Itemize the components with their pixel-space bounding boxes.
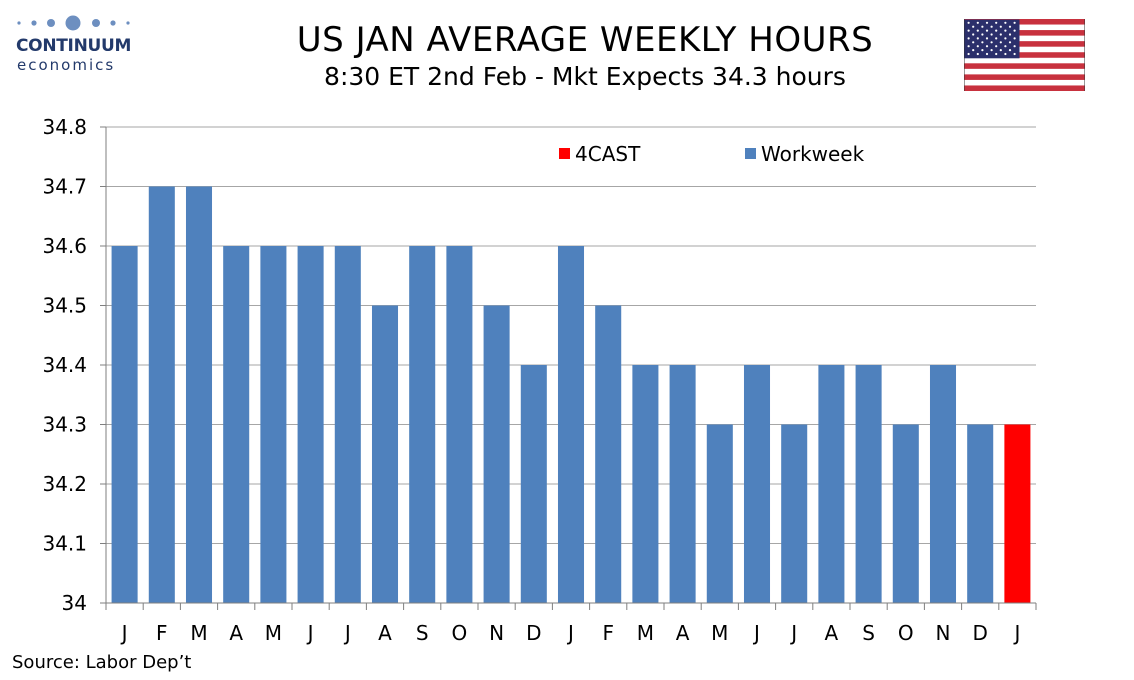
workweek-bar	[446, 246, 473, 603]
x-tick-label: J	[752, 621, 760, 645]
x-tick-label: J	[1012, 621, 1020, 645]
continuum-logo: CONTINUUM economics	[14, 14, 134, 76]
workweek-bar	[409, 246, 436, 603]
workweek-bar	[892, 424, 919, 603]
x-tick-label: M	[190, 621, 207, 645]
y-tick-label: 34.7	[42, 175, 87, 199]
x-tick-label: S	[416, 621, 429, 645]
x-tick-label: D	[972, 621, 987, 645]
x-tick-label: F	[156, 621, 168, 645]
workweek-bar	[929, 365, 957, 603]
x-tick-label: O	[452, 621, 468, 645]
x-tick-label: A	[676, 621, 690, 645]
workweek-bar	[855, 365, 882, 603]
y-tick-label: 34.8	[42, 115, 87, 139]
y-tick-label: 34.1	[42, 532, 87, 556]
legend-label: 4CAST	[575, 142, 641, 166]
x-tick-label: S	[862, 621, 875, 645]
y-tick-label: 34	[62, 591, 87, 615]
workweek-bar	[185, 186, 213, 603]
x-tick-label: J	[343, 621, 351, 645]
workweek-bar	[557, 246, 585, 603]
chart-title: US JAN AVERAGE WEEKLY HOURS	[296, 20, 874, 60]
workweek-bar	[632, 365, 659, 603]
x-tick-label: M	[265, 621, 282, 645]
x-tick-label: J	[306, 621, 314, 645]
workweek-bar	[297, 246, 324, 603]
workweek-bar	[669, 365, 696, 603]
x-tick-label: F	[602, 621, 614, 645]
x-tick-label: N	[489, 621, 504, 645]
workweek-bar	[483, 305, 510, 603]
y-tick-label: 34.4	[42, 353, 87, 377]
workweek-bar	[706, 424, 733, 603]
x-tick-label: A	[825, 621, 839, 645]
x-tick-label: M	[711, 621, 728, 645]
y-tick-label: 34.3	[42, 413, 87, 437]
y-tick-label: 34.6	[42, 234, 87, 258]
legend-label: Workweek	[761, 142, 865, 166]
legend-swatch	[745, 148, 756, 159]
workweek-bar	[520, 365, 547, 603]
workweek-bar	[595, 305, 622, 603]
x-tick-label: J	[120, 621, 128, 645]
workweek-bar	[260, 246, 287, 603]
workweek-bar	[818, 365, 845, 603]
workweek-bar	[743, 365, 771, 603]
chart-subtitle: 8:30 ET 2nd Feb - Mkt Expects 34.3 hours	[324, 62, 846, 91]
legend-swatch	[559, 148, 570, 159]
x-tick-label: D	[526, 621, 541, 645]
workweek-bar	[111, 246, 138, 603]
x-tick-label: J	[566, 621, 574, 645]
x-tick-label: O	[898, 621, 914, 645]
x-tick-label: J	[789, 621, 797, 645]
workweek-bar	[223, 246, 250, 603]
workweek-bar	[781, 424, 808, 603]
workweek-bar	[967, 424, 994, 603]
logo-dots-icon	[17, 15, 130, 31]
logo-name: CONTINUUM	[16, 36, 132, 56]
y-tick-label: 34.2	[42, 472, 87, 496]
logo-subtitle: economics	[17, 56, 116, 74]
x-tick-label: M	[637, 621, 654, 645]
workweek-bar	[334, 246, 361, 603]
workweek-bar	[371, 305, 399, 603]
y-tick-label: 34.5	[42, 294, 87, 318]
us-flag-icon	[964, 19, 1085, 91]
source-note: Source: Labor Dep’t	[12, 652, 192, 673]
forecast-bar	[1004, 424, 1031, 603]
x-tick-label: A	[229, 621, 243, 645]
workweek-bar	[148, 186, 175, 603]
x-tick-label: A	[378, 621, 392, 645]
x-tick-label: N	[936, 621, 951, 645]
